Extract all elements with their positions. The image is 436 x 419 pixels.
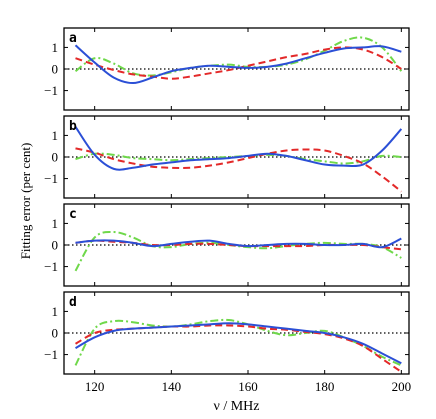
panel-label: d xyxy=(69,295,77,310)
x-tick-label: 180 xyxy=(315,379,335,394)
series-line-solid xyxy=(75,237,402,249)
y-tick-label: 0 xyxy=(52,62,59,77)
x-axis-label: ν / MHz xyxy=(214,399,260,414)
y-tick-label: 0 xyxy=(52,238,59,253)
panel-d: −1 0 1 120 140 160 180 200 d xyxy=(44,291,412,394)
series-line-dashdot xyxy=(74,318,402,367)
series-line-solid xyxy=(75,322,402,365)
y-tick-label: −1 xyxy=(44,259,58,274)
y-tick-label: 1 xyxy=(52,216,59,231)
panel-label: a xyxy=(69,31,77,46)
y-tick-label: −1 xyxy=(44,347,58,362)
series-group xyxy=(74,126,403,193)
y-tick-label: 1 xyxy=(52,40,59,55)
panel-c: −1 0 1c xyxy=(44,203,410,287)
series-line-solid xyxy=(74,44,402,85)
panel-b: −1 0 1b xyxy=(44,115,410,199)
series-line-dashdot xyxy=(74,36,403,77)
series-line-dashed xyxy=(75,46,402,80)
y-tick-label: −1 xyxy=(44,83,58,98)
panel-label: c xyxy=(69,207,77,222)
series-line-dashdot xyxy=(74,230,402,272)
x-tick-label: 120 xyxy=(85,379,105,394)
y-tick-label: 1 xyxy=(52,128,59,143)
series-group xyxy=(74,36,403,85)
y-tick-label: −1 xyxy=(44,171,58,186)
series-group xyxy=(74,230,402,272)
x-tick-label: 200 xyxy=(392,379,412,394)
y-tick-label: 0 xyxy=(52,326,59,341)
panel-label: b xyxy=(69,119,77,134)
series-line-dashed xyxy=(74,324,402,373)
y-axis-label: Fitting error (per cent) xyxy=(18,143,33,260)
x-tick-label: 140 xyxy=(162,379,182,394)
series-line-solid xyxy=(74,126,403,171)
series-line-dashed xyxy=(75,147,402,193)
y-tick-label: 0 xyxy=(52,150,59,165)
series-group xyxy=(74,318,402,373)
panel-a: −1 0 1a xyxy=(44,27,410,111)
y-tick-label: 1 xyxy=(52,304,59,319)
x-tick-label: 160 xyxy=(238,379,258,394)
